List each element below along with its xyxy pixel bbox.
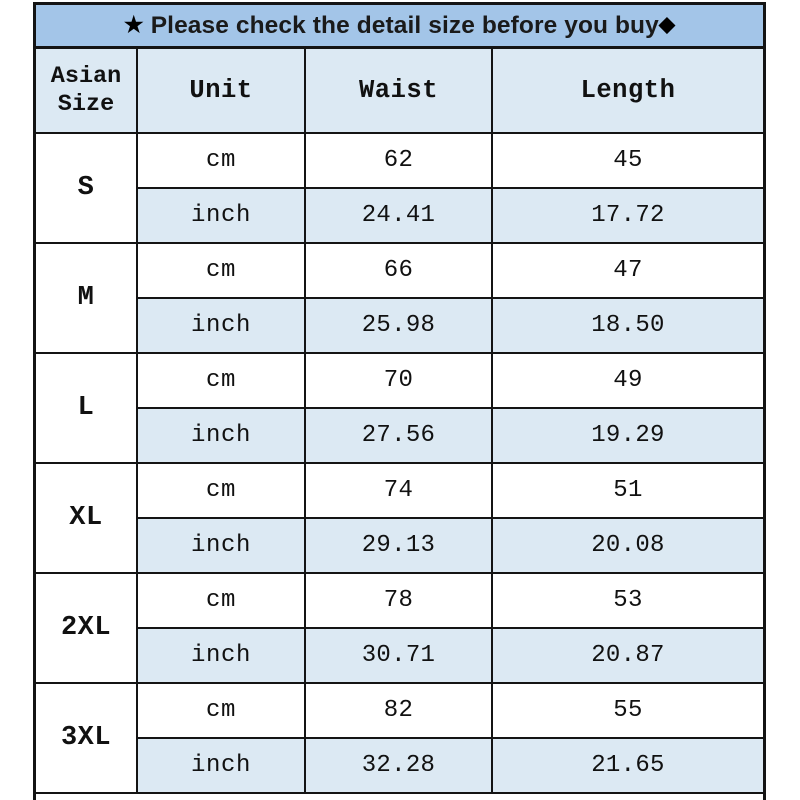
unit-cell-inch: inch — [137, 407, 306, 464]
length-cm-value: 49 — [491, 352, 763, 409]
unit-cell-inch: inch — [137, 627, 306, 684]
column-header-asian-size-line2: Size — [57, 90, 115, 118]
column-header-length: Length — [491, 49, 763, 134]
waist-cm-value: 78 — [304, 572, 493, 629]
diamond-icon: ◆ — [658, 13, 676, 36]
waist-inch-value: 24.41 — [304, 187, 493, 244]
unit-cell-inch: inch — [137, 187, 306, 244]
table-row: L cm 70 49 — [36, 352, 763, 464]
waist-inch-value: 29.13 — [304, 517, 493, 574]
size-chart-frame: ★ Please check the detail size before yo… — [33, 2, 766, 800]
length-inch-value: 21.65 — [491, 737, 763, 794]
length-cm-value: 53 — [491, 572, 763, 629]
banner-label: Please check the detail size before you … — [150, 11, 659, 39]
waist-inch-value: 27.56 — [304, 407, 493, 464]
table-row: inch 25.98 18.50 — [36, 297, 763, 354]
table-row: XL cm 74 51 — [36, 462, 763, 574]
size-label-cell: 2XL — [36, 572, 138, 684]
waist-cm-value: 74 — [304, 462, 493, 519]
table-row: inch 30.71 20.87 — [36, 627, 763, 684]
size-label-cell: S — [36, 132, 138, 244]
table-row: inch 29.13 20.08 — [36, 517, 763, 574]
table-row: 2XL cm 78 53 — [36, 572, 763, 684]
table-row: inch 32.28 21.65 — [36, 737, 763, 794]
table-row: 3XL cm 82 55 — [36, 682, 763, 794]
waist-cm-value: 62 — [304, 132, 493, 189]
unit-cell-cm: cm — [136, 352, 306, 409]
waist-cm-value: 70 — [304, 352, 493, 409]
table-row: M cm 66 47 — [36, 242, 763, 354]
size-label-cell: XL — [36, 462, 138, 574]
table-body: S cm 62 45 inch 24.41 17.72 M cm 66 47 — [36, 132, 763, 794]
length-cm-value: 47 — [491, 242, 763, 299]
unit-cell-inch: inch — [137, 737, 306, 794]
length-cm-value: 55 — [491, 682, 763, 739]
table-row: S cm 62 45 — [36, 132, 763, 244]
length-inch-value: 20.87 — [491, 627, 763, 684]
table-header-row: Asian Size Unit Waist Length — [36, 49, 763, 134]
unit-cell-cm: cm — [136, 462, 306, 519]
banner-text-row: ★ Please check the detail size before yo… — [124, 12, 675, 40]
waist-inch-value: 32.28 — [304, 737, 493, 794]
length-cm-value: 51 — [491, 462, 763, 519]
column-header-asian-size-line1: Asian — [50, 62, 122, 90]
unit-cell-cm: cm — [136, 132, 306, 189]
unit-cell-cm: cm — [136, 572, 306, 629]
column-header-unit: Unit — [136, 49, 306, 134]
unit-cell-inch: inch — [137, 517, 306, 574]
size-table: Asian Size Unit Waist Length S cm 62 45 — [36, 49, 763, 794]
length-inch-value: 19.29 — [491, 407, 763, 464]
star-icon: ★ — [123, 11, 144, 37]
waist-cm-value: 82 — [304, 682, 493, 739]
table-row: inch 24.41 17.72 — [36, 187, 763, 244]
unit-cell-cm: cm — [136, 242, 306, 299]
size-label-cell: L — [36, 352, 138, 464]
waist-inch-value: 25.98 — [304, 297, 493, 354]
column-header-waist: Waist — [304, 49, 493, 134]
length-inch-value: 20.08 — [491, 517, 763, 574]
size-label-cell: M — [36, 242, 138, 354]
column-header-asian-size: Asian Size — [36, 49, 138, 134]
table-row: inch 27.56 19.29 — [36, 407, 763, 464]
length-inch-value: 17.72 — [491, 187, 763, 244]
size-label-cell: 3XL — [36, 682, 138, 794]
unit-cell-cm: cm — [136, 682, 306, 739]
length-inch-value: 18.50 — [491, 297, 763, 354]
length-cm-value: 45 — [491, 132, 763, 189]
waist-inch-value: 30.71 — [304, 627, 493, 684]
chart-banner: ★ Please check the detail size before yo… — [36, 5, 763, 49]
unit-cell-inch: inch — [137, 297, 306, 354]
table-header: Asian Size Unit Waist Length — [36, 49, 763, 134]
waist-cm-value: 66 — [304, 242, 493, 299]
